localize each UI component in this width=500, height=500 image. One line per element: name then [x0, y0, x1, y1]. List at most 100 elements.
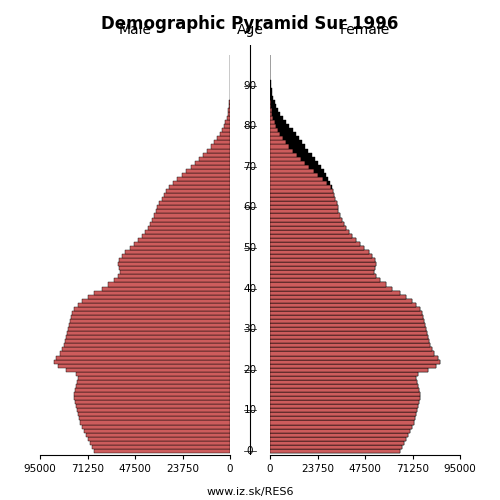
- Bar: [76, 404, 230, 408]
- Bar: [199, 156, 230, 160]
- Bar: [217, 136, 230, 140]
- Bar: [270, 206, 338, 210]
- Bar: [226, 120, 230, 124]
- Bar: [270, 428, 410, 432]
- Bar: [270, 331, 427, 335]
- Bar: [270, 294, 406, 298]
- Bar: [270, 319, 424, 323]
- Bar: [270, 372, 418, 376]
- Bar: [270, 254, 372, 258]
- Bar: [270, 356, 438, 360]
- Bar: [280, 132, 296, 136]
- Bar: [270, 348, 432, 352]
- Bar: [270, 420, 414, 424]
- Bar: [270, 202, 337, 205]
- Bar: [270, 160, 305, 165]
- Bar: [70, 319, 230, 323]
- Bar: [159, 202, 230, 205]
- Bar: [270, 282, 386, 286]
- Bar: [270, 226, 346, 230]
- Bar: [270, 262, 376, 266]
- Bar: [125, 250, 230, 254]
- Bar: [88, 436, 230, 441]
- Bar: [67, 331, 230, 335]
- Bar: [78, 303, 230, 307]
- Bar: [270, 238, 356, 242]
- Bar: [270, 274, 376, 278]
- Bar: [102, 286, 230, 290]
- Text: 10: 10: [244, 406, 256, 415]
- Bar: [270, 206, 338, 210]
- Bar: [270, 177, 323, 181]
- Bar: [191, 165, 230, 169]
- Bar: [114, 278, 230, 282]
- Bar: [270, 278, 380, 282]
- Bar: [270, 364, 436, 368]
- Text: 50: 50: [244, 243, 256, 253]
- Bar: [77, 380, 230, 384]
- Bar: [270, 116, 274, 120]
- Bar: [270, 412, 416, 416]
- Bar: [270, 185, 331, 189]
- Bar: [270, 189, 333, 193]
- Bar: [226, 116, 230, 120]
- Bar: [270, 432, 408, 436]
- Bar: [270, 120, 274, 124]
- Bar: [82, 424, 230, 428]
- Bar: [270, 262, 376, 266]
- Bar: [54, 360, 230, 364]
- Bar: [270, 424, 412, 428]
- Bar: [270, 388, 419, 392]
- Bar: [270, 282, 386, 286]
- Text: Female: Female: [340, 23, 390, 37]
- Bar: [270, 335, 428, 340]
- Bar: [270, 352, 434, 356]
- Bar: [84, 428, 230, 432]
- Bar: [270, 222, 344, 226]
- Bar: [270, 238, 356, 242]
- Bar: [169, 185, 230, 189]
- Bar: [222, 128, 230, 132]
- Bar: [119, 258, 230, 262]
- Bar: [270, 356, 438, 360]
- Bar: [270, 104, 271, 108]
- Bar: [270, 298, 412, 303]
- Bar: [270, 124, 276, 128]
- Bar: [270, 156, 301, 160]
- Bar: [270, 230, 349, 234]
- Bar: [270, 335, 428, 340]
- Bar: [270, 214, 340, 218]
- Bar: [77, 408, 230, 412]
- Bar: [66, 368, 230, 372]
- Bar: [270, 230, 349, 234]
- Bar: [75, 400, 230, 404]
- Bar: [203, 152, 230, 156]
- Text: www.iz.sk/RES6: www.iz.sk/RES6: [206, 488, 294, 498]
- Bar: [270, 380, 417, 384]
- Bar: [270, 311, 422, 315]
- Bar: [270, 319, 424, 323]
- Bar: [86, 432, 230, 436]
- Bar: [270, 445, 402, 449]
- Bar: [270, 210, 338, 214]
- Bar: [270, 193, 334, 197]
- Text: 90: 90: [244, 80, 256, 90]
- Bar: [162, 197, 230, 202]
- Bar: [74, 396, 230, 400]
- Bar: [270, 396, 420, 400]
- Bar: [283, 136, 299, 140]
- Bar: [270, 100, 271, 104]
- Bar: [272, 108, 278, 112]
- Bar: [224, 124, 230, 128]
- Bar: [314, 169, 324, 173]
- Bar: [270, 270, 374, 274]
- Bar: [270, 315, 423, 319]
- Bar: [270, 360, 440, 364]
- Bar: [186, 169, 230, 173]
- Bar: [270, 404, 418, 408]
- Bar: [270, 327, 426, 331]
- Bar: [271, 100, 274, 104]
- Bar: [270, 400, 419, 404]
- Bar: [305, 160, 318, 165]
- Bar: [148, 226, 230, 230]
